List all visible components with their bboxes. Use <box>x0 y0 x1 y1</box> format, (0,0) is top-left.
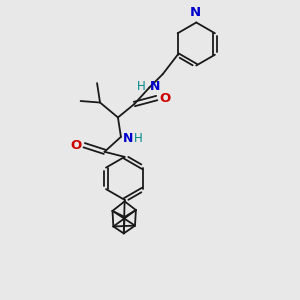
Text: N: N <box>123 132 134 145</box>
Text: O: O <box>160 92 171 104</box>
Text: N: N <box>190 6 201 19</box>
Text: H: H <box>134 132 143 145</box>
Text: O: O <box>70 139 81 152</box>
Text: H: H <box>137 80 146 93</box>
Text: N: N <box>150 80 160 93</box>
